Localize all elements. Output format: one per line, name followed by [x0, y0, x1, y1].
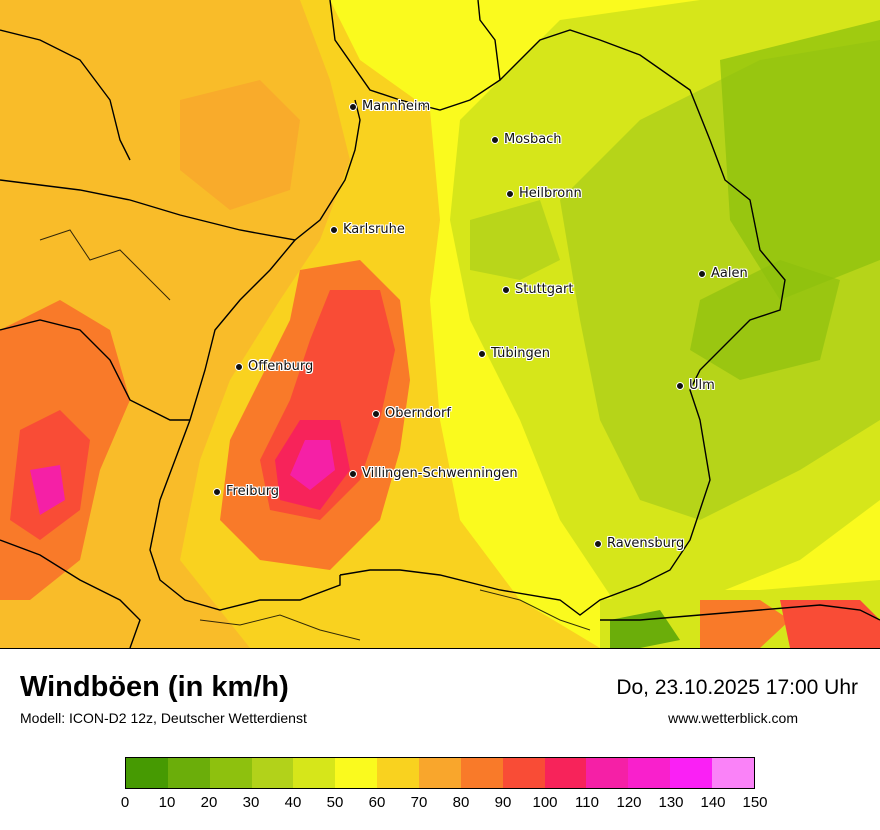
legend-swatch [251, 758, 294, 788]
legend-swatch [167, 758, 210, 788]
color-scale-legend [125, 757, 755, 789]
city-label: Mannheim [362, 99, 431, 114]
website-link[interactable]: www.wetterblick.com [668, 710, 798, 726]
city-marker[interactable]: Villingen-Schwenningen [349, 466, 518, 481]
city-label: Heilbronn [519, 186, 582, 201]
legend-swatch [502, 758, 545, 788]
legend-tick-label: 80 [452, 794, 470, 811]
city-label: Offenburg [248, 359, 314, 374]
city-marker[interactable]: Freiburg [213, 484, 279, 499]
map-canvas [0, 0, 880, 648]
city-label: Aalen [711, 266, 748, 281]
city-dot-icon [372, 409, 380, 418]
legend-tick-label: 140 [700, 794, 726, 811]
legend-swatch [209, 758, 252, 788]
city-dot-icon [478, 349, 486, 358]
city-label: Villingen-Schwenningen [362, 466, 518, 481]
city-dot-icon [491, 135, 499, 144]
city-marker[interactable]: Oberndorf [372, 406, 451, 421]
map-footer: Windböen (in km/h) Modell: ICON-D2 12z, … [0, 649, 880, 830]
legend-tick-label: 20 [200, 794, 218, 811]
city-dot-icon [676, 381, 684, 390]
city-label: Tübingen [491, 346, 550, 361]
city-marker[interactable]: Tübingen [478, 346, 550, 361]
legend-tick-label: 150 [742, 794, 768, 811]
model-info: Modell: ICON-D2 12z, Deutscher Wetterdie… [20, 710, 307, 726]
city-dot-icon [506, 189, 514, 198]
city-marker[interactable]: Karlsruhe [330, 222, 405, 237]
city-marker[interactable]: Stuttgart [502, 282, 573, 297]
legend-swatch [712, 758, 754, 788]
city-label: Freiburg [226, 484, 280, 499]
legend-swatch [628, 758, 671, 788]
city-marker[interactable]: Heilbronn [506, 186, 582, 201]
city-label: Stuttgart [515, 282, 574, 297]
city-label: Mosbach [504, 132, 562, 147]
legend-tick-label: 10 [158, 794, 176, 811]
city-label: Ulm [689, 378, 715, 393]
legend-tick-label: 70 [410, 794, 428, 811]
legend-tick-label: 130 [658, 794, 684, 811]
city-label: Oberndorf [385, 406, 451, 421]
legend-ticks: 0 10 20 30 40 50 60 70 80 90 100 110 120 130 140 150 [121, 794, 768, 814]
legend-tick-label: 90 [494, 794, 512, 811]
legend-swatch [377, 758, 420, 788]
city-dot-icon [349, 469, 357, 478]
legend-swatch [460, 758, 503, 788]
city-marker[interactable]: Offenburg [235, 359, 313, 374]
legend-tick-label: 120 [616, 794, 642, 811]
city-dot-icon [698, 269, 706, 278]
city-label: Ravensburg [607, 536, 685, 551]
city-dot-icon [349, 102, 357, 111]
city-dot-icon [594, 539, 602, 548]
map-title: Windböen (in km/h) [20, 671, 289, 703]
legend-tick-label: 0 [120, 794, 130, 811]
legend-tick-label: 100 [532, 794, 558, 811]
legend-swatch [586, 758, 629, 788]
city-dot-icon [502, 285, 510, 294]
city-marker[interactable]: Aalen [698, 266, 748, 281]
legend-tick-label: 50 [326, 794, 344, 811]
legend-swatch [544, 758, 587, 788]
city-dot-icon [330, 225, 338, 234]
city-marker[interactable]: Ravensburg [594, 536, 684, 551]
city-dot-icon [213, 487, 221, 496]
city-marker[interactable]: Ulm [676, 378, 715, 393]
city-marker[interactable]: Mannheim [349, 99, 430, 114]
legend-tick-label: 30 [242, 794, 260, 811]
legend-swatch [293, 758, 336, 788]
legend-tick-label: 40 [284, 794, 302, 811]
city-label: Karlsruhe [343, 222, 405, 237]
legend-swatch [670, 758, 713, 788]
legend-tick-label: 60 [368, 794, 386, 811]
city-dot-icon [235, 362, 243, 371]
city-marker[interactable]: Mosbach [491, 132, 562, 147]
forecast-datetime: Do, 23.10.2025 17:00 Uhr [616, 676, 858, 699]
legend-swatch [126, 758, 168, 788]
wind-gust-map: Mannheim Mosbach Heilbronn Karlsruhe Aal… [0, 0, 880, 649]
legend-swatch [419, 758, 461, 788]
legend-swatch [335, 758, 378, 788]
legend-tick-label: 110 [575, 794, 599, 811]
